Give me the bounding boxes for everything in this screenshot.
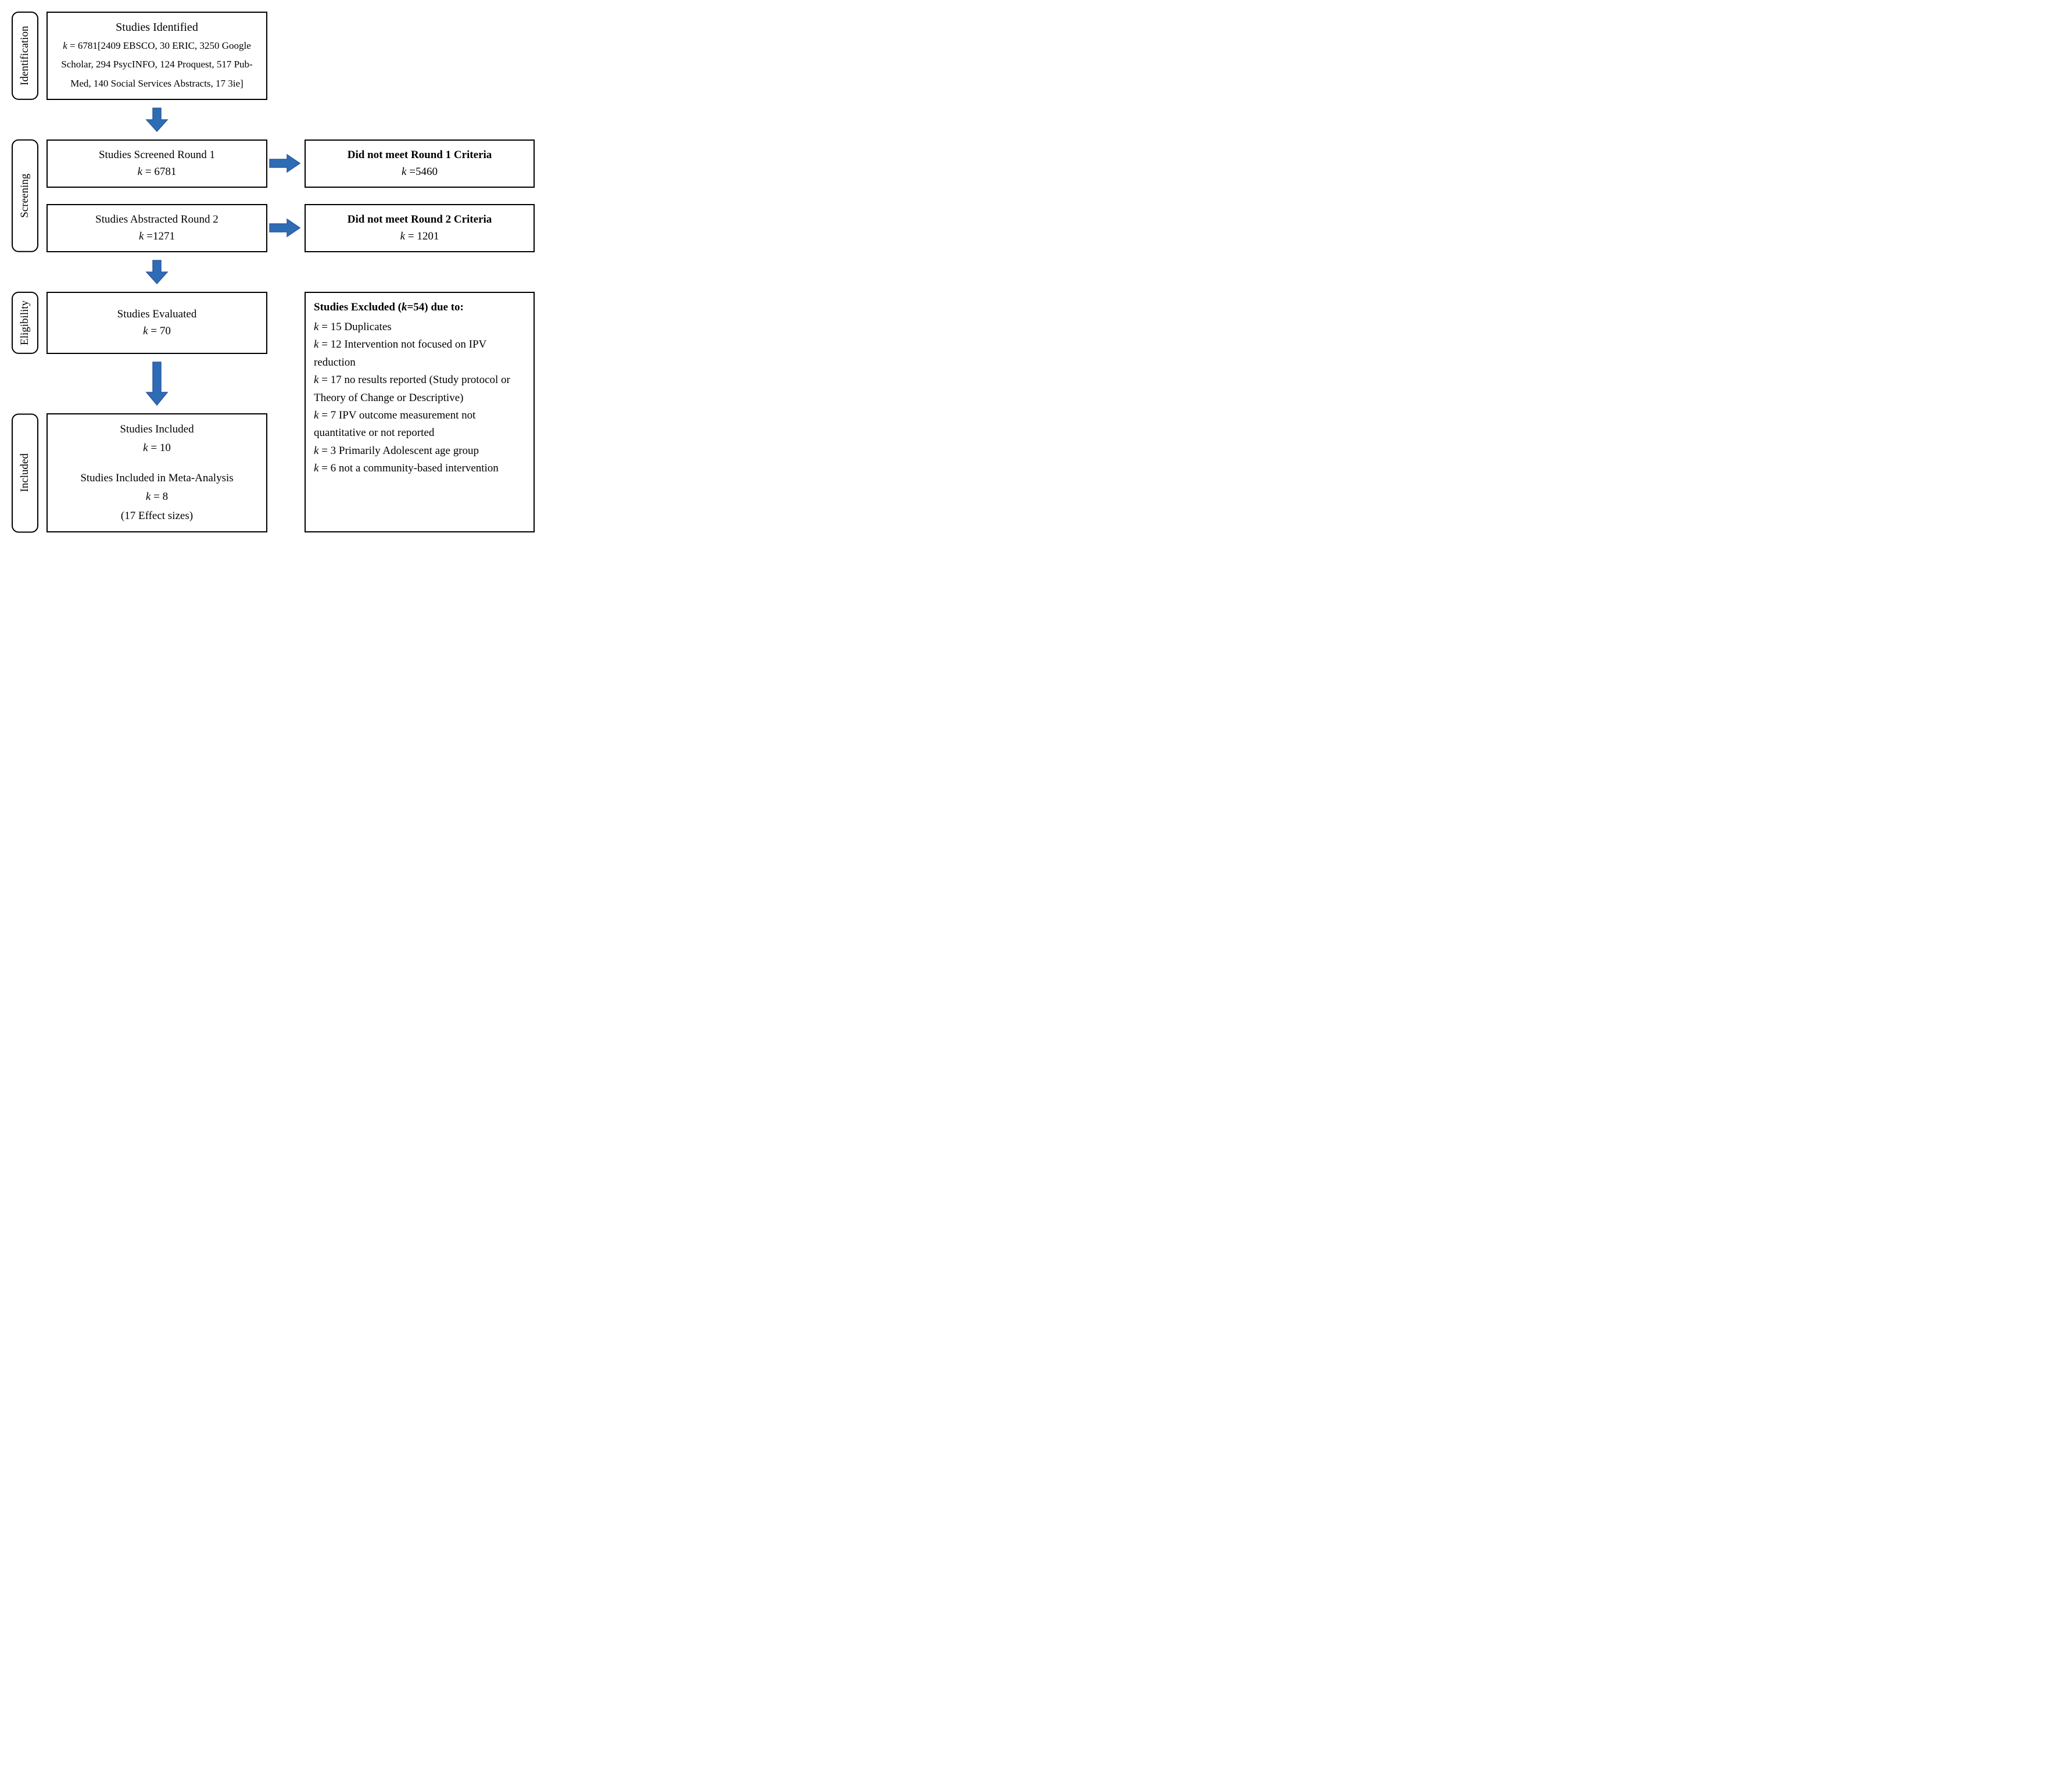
stage-label: Eligibility <box>19 301 31 345</box>
k-value: = 10 <box>148 442 171 454</box>
box-excluded-round2: Did not meet Round 2 Criteria k = 1201 <box>305 204 535 252</box>
k-symbol: k <box>143 325 148 337</box>
heading-post: =54) due to: <box>407 301 463 313</box>
box-detail: k = 6781[2409 EBSCO, 30 ERIC, 3250 Googl… <box>56 37 258 93</box>
empty-cell <box>302 12 535 100</box>
arrow-right-icon <box>268 153 301 173</box>
k-symbol: k <box>400 230 405 242</box>
arrow-down-icon <box>144 259 170 285</box>
arrow-down <box>46 361 267 406</box>
exclusion-text: = 6 not a community-based intervention <box>318 462 498 474</box>
arrow-down-icon <box>144 361 170 406</box>
box-studies-identified: Studies Identified k = 6781[2409 EBSCO, … <box>46 12 267 100</box>
k-line: k = 70 <box>56 323 258 339</box>
empty-cell <box>302 107 535 133</box>
included-title2: Studies Included in Meta-Analysis <box>56 469 258 488</box>
stage-screening: Screening <box>12 140 38 252</box>
k-value: = 70 <box>148 325 171 337</box>
exclusion-line: k = 12 Intervention not focused on IPV r… <box>314 336 525 371</box>
k-line-2: k = 8 <box>56 488 258 506</box>
stage-identification: Identification <box>12 12 38 100</box>
box-title: Studies Evaluated <box>56 306 258 323</box>
exclusion-text: = 3 Primarily Adolescent age group <box>318 445 479 457</box>
empty-cell <box>302 259 535 285</box>
box-title: Did not meet Round 2 Criteria <box>314 211 525 228</box>
stage-label: Screening <box>19 174 31 218</box>
arrow-right-icon <box>268 218 301 238</box>
stage-included: Included <box>12 413 38 532</box>
k-symbol: k <box>138 166 142 178</box>
gap <box>56 457 258 469</box>
empty-cell <box>267 292 302 354</box>
spacer <box>46 195 535 197</box>
empty-cell <box>267 413 302 532</box>
arrow-right <box>267 204 302 252</box>
box-title: Studies Identified <box>56 19 258 37</box>
included-title1: Studies Included <box>56 420 258 439</box>
exclusion-line: k = 7 IPV outcome measurement not quanti… <box>314 407 525 442</box>
k-line-1: k = 10 <box>56 439 258 457</box>
k-value: =1271 <box>144 230 174 242</box>
empty-cell <box>12 361 46 406</box>
effect-sizes: (17 Effect sizes) <box>56 507 258 525</box>
box-excluded-round1: Did not meet Round 1 Criteria k =5460 <box>305 140 535 188</box>
box-studies-evaluated: Studies Evaluated k = 70 <box>46 292 267 354</box>
empty-cell <box>267 361 302 406</box>
box-excluded-detail: Studies Excluded (k=54) due to: k = 15 D… <box>305 292 535 532</box>
exclusion-line: k = 6 not a community-based intervention <box>314 460 525 477</box>
box-title: Studies Abstracted Round 2 <box>56 211 258 228</box>
empty-cell <box>267 12 302 100</box>
exclusion-lines: k = 15 Duplicatesk = 12 Intervention not… <box>314 319 525 478</box>
k-line: k = 1201 <box>314 228 525 245</box>
exclusion-text: = 17 no results reported (Study protocol… <box>314 374 510 403</box>
k-value: = 6781 <box>67 40 98 51</box>
exclusion-line: k = 3 Primarily Adolescent age group <box>314 442 525 460</box>
k-value: = 8 <box>151 491 168 503</box>
k-symbol: k <box>63 40 67 51</box>
exclusion-line: k = 15 Duplicates <box>314 319 525 336</box>
exclusion-text: = 12 Intervention not focused on IPV red… <box>314 338 486 368</box>
arrow-down <box>46 107 267 133</box>
box-studies-included: Studies Included k = 10 Studies Included… <box>46 413 267 532</box>
exclusion-heading: Studies Excluded (k=54) due to: <box>314 299 525 316</box>
heading-pre: Studies Excluded ( <box>314 301 402 313</box>
k-line: k =5460 <box>314 163 525 180</box>
prisma-flowchart: Identification Studies Identified k = 67… <box>12 12 2036 532</box>
empty-cell <box>267 259 302 285</box>
empty-cell <box>12 107 46 133</box>
box-title: Did not meet Round 1 Criteria <box>314 146 525 163</box>
box-screened-round1: Studies Screened Round 1 k = 6781 <box>46 140 267 188</box>
box-abstracted-round2: Studies Abstracted Round 2 k =1271 <box>46 204 267 252</box>
arrow-right <box>267 140 302 188</box>
k-symbol: k <box>143 442 148 454</box>
k-value: = 1201 <box>405 230 439 242</box>
empty-cell <box>267 107 302 133</box>
k-value: = 6781 <box>142 166 176 178</box>
exclusion-line: k = 17 no results reported (Study protoc… <box>314 371 525 407</box>
exclusion-text: = 7 IPV outcome measurement not quantita… <box>314 409 475 439</box>
stage-label: Identification <box>19 26 31 85</box>
arrow-down <box>46 259 267 285</box>
k-value: =5460 <box>406 166 437 178</box>
stage-label: Included <box>19 453 31 492</box>
k-line: k = 6781 <box>56 163 258 180</box>
exclusion-text: = 15 Duplicates <box>318 321 391 333</box>
empty-cell <box>12 259 46 285</box>
arrow-down-icon <box>144 107 170 133</box>
box-title: Studies Screened Round 1 <box>56 146 258 163</box>
k-line: k =1271 <box>56 228 258 245</box>
stage-eligibility: Eligibility <box>12 292 38 354</box>
